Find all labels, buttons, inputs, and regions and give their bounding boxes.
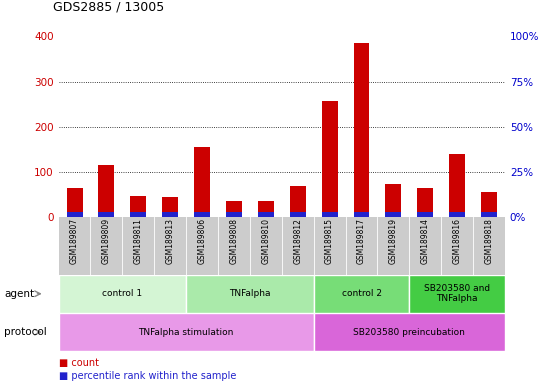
Text: GSM189808: GSM189808 (229, 218, 238, 264)
FancyBboxPatch shape (59, 313, 314, 351)
Text: TNFalpha: TNFalpha (229, 289, 271, 298)
Text: control 2: control 2 (341, 289, 382, 298)
Bar (162, 212, 178, 217)
Text: GSM189816: GSM189816 (453, 218, 461, 264)
Text: control 1: control 1 (102, 289, 142, 298)
Bar (66, 212, 83, 217)
Text: GSM189807: GSM189807 (70, 218, 79, 264)
Bar (226, 212, 242, 217)
Text: protocol: protocol (4, 327, 47, 337)
FancyBboxPatch shape (410, 275, 505, 313)
Bar (98, 165, 114, 217)
FancyBboxPatch shape (314, 275, 410, 313)
Bar (131, 212, 146, 217)
Bar (354, 212, 369, 217)
Text: GSM189815: GSM189815 (325, 218, 334, 264)
Text: GSM189810: GSM189810 (261, 218, 270, 264)
Bar (258, 212, 274, 217)
Text: GSM189819: GSM189819 (389, 218, 398, 264)
Bar (481, 212, 497, 217)
Bar (194, 212, 210, 217)
FancyBboxPatch shape (314, 313, 505, 351)
Bar (226, 201, 242, 217)
Bar (386, 212, 401, 217)
Bar (354, 43, 369, 217)
Text: GSM189817: GSM189817 (357, 218, 366, 264)
Bar (258, 201, 274, 217)
Text: ■ percentile rank within the sample: ■ percentile rank within the sample (59, 371, 236, 381)
Text: SB203580 preincubation: SB203580 preincubation (353, 328, 465, 337)
Bar (162, 197, 178, 217)
Bar (417, 188, 433, 217)
Text: GSM189818: GSM189818 (484, 218, 493, 264)
Bar (321, 101, 338, 217)
Bar (449, 212, 465, 217)
Bar (194, 147, 210, 217)
Bar (321, 212, 338, 217)
Text: TNFalpha stimulation: TNFalpha stimulation (138, 328, 234, 337)
Text: GSM189814: GSM189814 (421, 218, 430, 264)
Bar (131, 196, 146, 217)
Text: GDS2885 / 13005: GDS2885 / 13005 (53, 0, 164, 13)
Bar (290, 212, 306, 217)
Text: GSM189809: GSM189809 (102, 218, 111, 264)
Text: GSM189812: GSM189812 (294, 218, 302, 264)
Bar (290, 186, 306, 217)
Text: GSM189806: GSM189806 (198, 218, 206, 264)
Text: GSM189813: GSM189813 (166, 218, 175, 264)
Bar (449, 154, 465, 217)
FancyBboxPatch shape (186, 275, 314, 313)
Bar (481, 192, 497, 217)
Bar (386, 184, 401, 217)
Text: SB203580 and
TNFalpha: SB203580 and TNFalpha (424, 284, 490, 303)
Bar (98, 212, 114, 217)
FancyBboxPatch shape (59, 275, 186, 313)
Text: GSM189811: GSM189811 (134, 218, 143, 264)
Text: agent: agent (4, 289, 35, 299)
Text: ■ count: ■ count (59, 358, 99, 368)
Bar (66, 188, 83, 217)
Bar (417, 212, 433, 217)
